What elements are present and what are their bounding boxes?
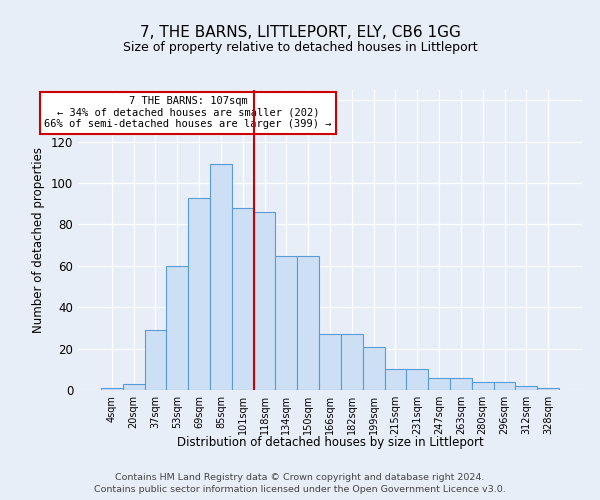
Bar: [537, 388, 559, 390]
Y-axis label: Number of detached properties: Number of detached properties: [32, 147, 45, 333]
Bar: [210, 164, 232, 390]
Text: 7 THE BARNS: 107sqm
← 34% of detached houses are smaller (202)
66% of semi-detac: 7 THE BARNS: 107sqm ← 34% of detached ho…: [44, 96, 332, 130]
Bar: [145, 330, 166, 390]
Bar: [450, 378, 472, 390]
Bar: [123, 384, 145, 390]
Text: Contains HM Land Registry data © Crown copyright and database right 2024.: Contains HM Land Registry data © Crown c…: [115, 473, 485, 482]
Bar: [363, 346, 385, 390]
Bar: [494, 382, 515, 390]
Bar: [472, 382, 494, 390]
Bar: [341, 334, 363, 390]
Bar: [101, 388, 123, 390]
Bar: [254, 212, 275, 390]
Bar: [406, 370, 428, 390]
Bar: [385, 370, 406, 390]
Bar: [232, 208, 254, 390]
Bar: [297, 256, 319, 390]
Bar: [166, 266, 188, 390]
Text: Distribution of detached houses by size in Littleport: Distribution of detached houses by size …: [176, 436, 484, 449]
Text: 7, THE BARNS, LITTLEPORT, ELY, CB6 1GG: 7, THE BARNS, LITTLEPORT, ELY, CB6 1GG: [140, 25, 460, 40]
Bar: [428, 378, 450, 390]
Text: Size of property relative to detached houses in Littleport: Size of property relative to detached ho…: [122, 41, 478, 54]
Bar: [319, 334, 341, 390]
Bar: [188, 198, 210, 390]
Bar: [275, 256, 297, 390]
Bar: [515, 386, 537, 390]
Text: Contains public sector information licensed under the Open Government Licence v3: Contains public sector information licen…: [94, 484, 506, 494]
